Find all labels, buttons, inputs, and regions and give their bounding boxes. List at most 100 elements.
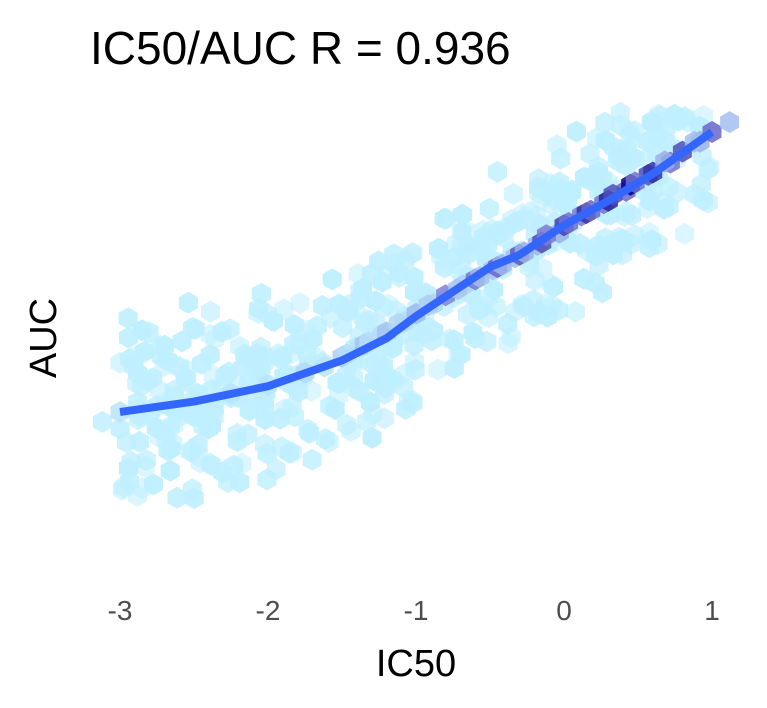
hexbin-cell [473,219,493,242]
hexbin-cell [172,330,192,353]
hexbin-cell [239,399,259,422]
hexbin-cell [551,147,571,170]
hexbin-cell [459,235,479,258]
hexbin-cell [643,112,663,135]
hexbin-cell [189,445,208,468]
hexbin-cell [329,293,349,316]
x-tick-label: 1 [704,595,720,626]
hexbin-cell [595,111,615,134]
hexbin-cell [121,450,141,473]
hexbin-cell [356,410,376,433]
hexbin-cell [465,327,485,350]
hexbin-cell [128,362,147,385]
x-axis-ticks: -3 -2 -1 0 1 [108,595,720,626]
hexbin-cell [525,269,545,292]
hexbin-cell [544,276,563,298]
hexbin-cell [428,358,448,381]
hexbin-cell [251,282,271,305]
hexbin-cell [255,408,275,431]
x-tick-label: -1 [404,595,429,626]
hexbin-cell [289,333,309,356]
hexbin-cell [592,281,612,304]
hexbin-layer [92,101,740,510]
hexbin-cell [167,486,187,509]
hexbin-cell [315,428,335,450]
hexbin-cell [200,300,220,323]
hexbin-cell [327,371,347,394]
hexbin-cell [586,244,606,267]
hexbin-cell [574,166,594,189]
hexbin-cell [284,314,304,337]
hexbin-cell [300,422,320,444]
hexbin-cell [619,119,639,142]
hexbin-cell [488,220,508,243]
hexbin-cell [182,478,202,501]
y-axis-title: AUC [23,298,65,378]
smooth-line-layer [119,128,715,416]
hexbin-cell [668,109,688,132]
hexbin-cell [353,277,373,300]
hexbin-cell [610,101,630,124]
hexbin-cell [547,176,567,199]
hexbin-cell [271,346,291,369]
hexbin-cell [362,426,382,449]
hexbin-cell [380,368,400,390]
hexbin-cell [160,459,180,482]
hexbin-cell [486,295,506,318]
hexbin-cell [230,335,250,358]
hexbin-cell [118,307,138,330]
hexbin-cell [395,249,415,272]
hexbin-cell [248,302,268,325]
hexbin-cell [529,182,549,204]
hexbin-cell [498,332,518,355]
hexbin-cell [503,183,523,205]
hexbin-cell [205,328,225,350]
hexbin-cell [124,346,144,369]
hexbin-cell [593,167,613,190]
hexbin-cell [192,352,212,375]
hexbin-cell [587,127,607,150]
hexbin-cell [451,343,471,366]
hexbin-cell [178,291,198,314]
hexbin-cell [158,349,178,372]
hexbin-cell [398,389,418,412]
hexbin-cell [434,207,454,230]
hexbin-cell [143,473,163,496]
x-tick-label: 0 [556,595,572,626]
hexbin-cell [548,299,568,322]
hexbin-cell [637,130,657,153]
hexbin-cell [198,417,218,440]
hexbin-cell [565,300,585,323]
hexbin-cell [158,439,178,462]
hexbin-cell [110,417,130,440]
hexbin-cell [691,173,711,196]
hexbin-cell [302,448,322,471]
hexbin-cell [424,319,444,342]
hexbin-cell [139,321,159,344]
hexbin-cell [154,421,174,444]
hexbin-cell [429,237,449,260]
hexbin-cell [389,266,409,288]
hexbin-cell [290,292,310,314]
hexbin-cell [114,475,134,498]
hexbin-cell [355,310,375,333]
hexbin-cell [693,189,713,212]
hexbin-cell [566,120,586,143]
hexbin-cell [610,138,630,161]
x-tick-label: -3 [108,595,133,626]
hexbin-cell [637,197,657,220]
chart-title: IC50/AUC R = 0.936 [90,22,511,74]
hexbin-cell [333,316,353,339]
hexbin-cell [266,458,286,481]
hexbin-cell [322,268,342,291]
hexbin-cell [522,210,542,233]
hexbin-cell [238,423,258,446]
hexbin-cell [488,160,507,183]
hexbin-cell [612,243,632,266]
hexbin-cell [119,326,138,349]
hexbin-cell [270,407,290,430]
hexbin-cell [285,405,304,428]
hexbin-cell [183,316,203,339]
hexbin-cell [498,312,518,335]
